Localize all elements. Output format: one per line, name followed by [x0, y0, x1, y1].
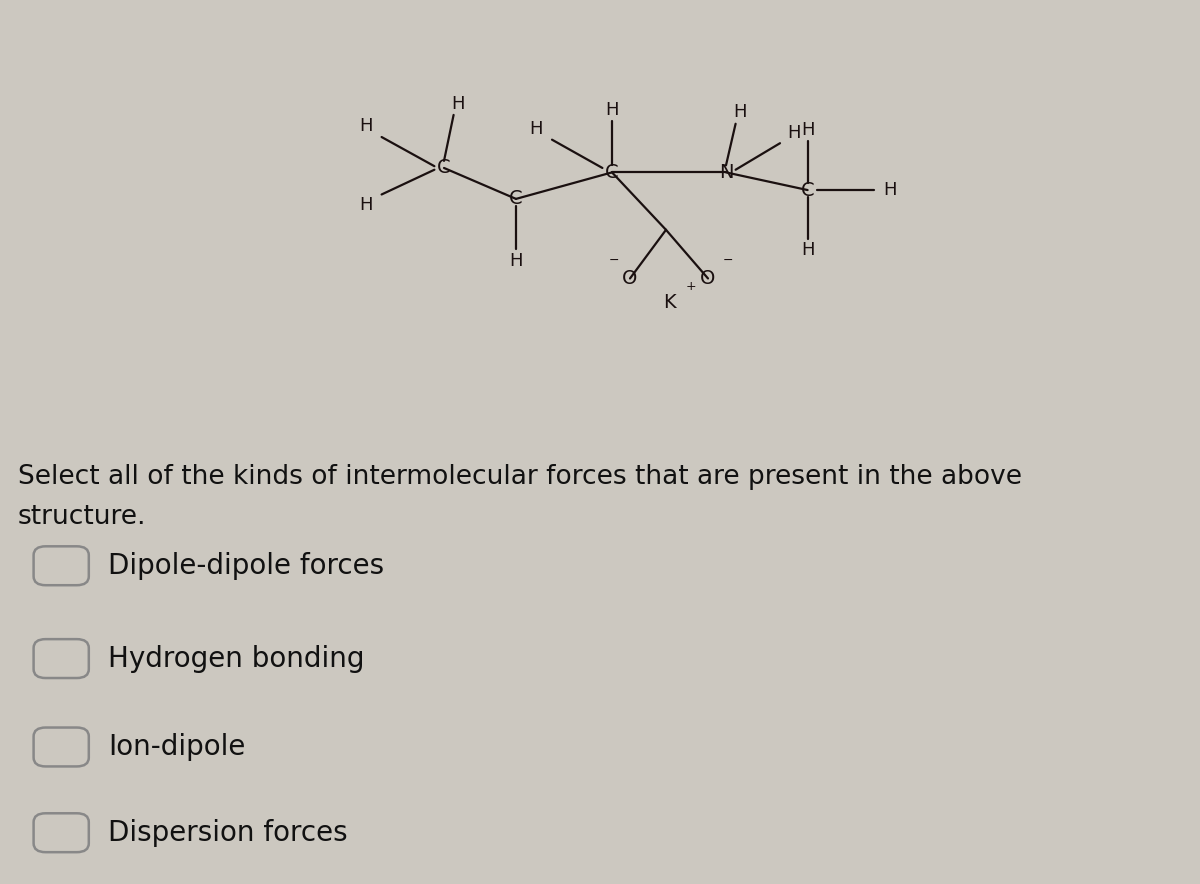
- Text: H: H: [451, 95, 466, 113]
- Text: H: H: [787, 124, 802, 141]
- Text: O: O: [623, 269, 637, 288]
- Text: structure.: structure.: [18, 504, 146, 530]
- Text: −: −: [610, 255, 619, 267]
- Text: C: C: [605, 163, 619, 182]
- Text: O: O: [701, 269, 715, 288]
- Text: +: +: [686, 280, 696, 293]
- Text: H: H: [800, 121, 815, 139]
- Text: N: N: [719, 163, 733, 182]
- Text: H: H: [733, 103, 748, 121]
- FancyBboxPatch shape: [34, 728, 89, 766]
- FancyBboxPatch shape: [34, 813, 89, 852]
- Text: Dipole-dipole forces: Dipole-dipole forces: [108, 552, 384, 580]
- Text: K: K: [664, 293, 676, 312]
- Text: H: H: [359, 118, 373, 135]
- Text: Ion-dipole: Ion-dipole: [108, 733, 245, 761]
- Text: H: H: [359, 196, 373, 214]
- Text: C: C: [800, 180, 815, 200]
- Text: C: C: [509, 189, 523, 209]
- Text: H: H: [605, 101, 619, 118]
- Text: Select all of the kinds of intermolecular forces that are present in the above: Select all of the kinds of intermolecula…: [18, 464, 1022, 490]
- FancyBboxPatch shape: [34, 639, 89, 678]
- FancyBboxPatch shape: [34, 546, 89, 585]
- Text: H: H: [883, 181, 898, 199]
- Text: Dispersion forces: Dispersion forces: [108, 819, 348, 847]
- Text: −: −: [724, 255, 733, 267]
- Text: H: H: [509, 252, 523, 270]
- Text: H: H: [529, 120, 544, 138]
- Text: Hydrogen bonding: Hydrogen bonding: [108, 644, 365, 673]
- Text: C: C: [437, 158, 451, 178]
- Text: H: H: [800, 241, 815, 259]
